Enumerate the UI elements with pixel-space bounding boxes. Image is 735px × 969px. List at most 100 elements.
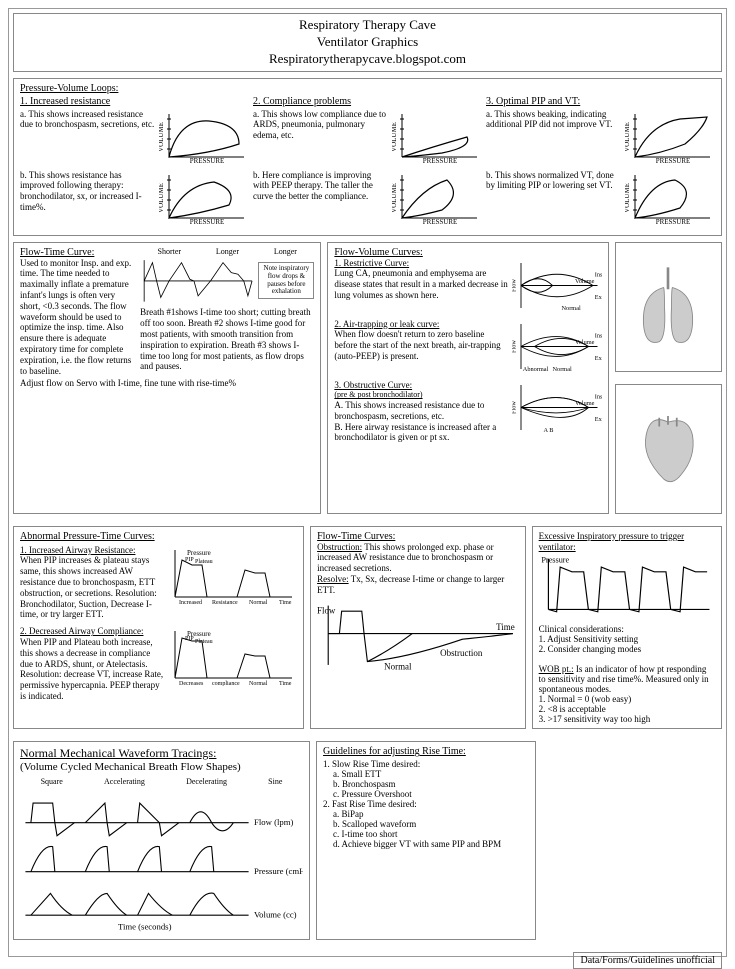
apt-item1-title: 1. Increased Airway Resistance: — [20, 545, 135, 555]
fv-item3-b: B. Here airway resistance is increased a… — [334, 422, 508, 444]
ft-shorter: Shorter — [158, 247, 182, 256]
flowvol-panel: Flow-Volume Curves: 1. Restrictive Curve… — [327, 242, 609, 514]
ex-title: Excessive Inspiratory pressure to trigge… — [539, 531, 684, 552]
svg-text:VOLUME: VOLUME — [159, 122, 165, 152]
pv-loops-panel: Pressure-Volume Loops: 1. Increased resi… — [13, 78, 722, 236]
ex-clinical-title: Clinical considerations: — [539, 624, 715, 634]
ex-chart: Pressure — [539, 553, 715, 618]
svg-text:PRESSURE: PRESSURE — [423, 157, 458, 164]
apt-item1-body: When PIP increases & plateau stays same,… — [20, 555, 163, 620]
gl-fast-title: 2. Fast Rise Time desired: — [323, 799, 529, 809]
svg-text:Time (seconds): Time (seconds) — [118, 922, 172, 932]
svg-text:VOLUME: VOLUME — [625, 122, 631, 152]
gl-slow-title: 1. Slow Rise Time desired: — [323, 759, 529, 769]
fto-obstr-title: Obstruction: — [317, 542, 362, 552]
svg-text:PRESSURE: PRESSURE — [190, 218, 225, 225]
pv-loop-1a: VOLUME PRESSURE — [159, 109, 249, 164]
svg-text:Flow: Flow — [317, 605, 336, 615]
pv-col-1: 1. Increased resistance a. This shows in… — [20, 96, 249, 231]
svg-text:PRESSURE: PRESSURE — [190, 157, 225, 164]
ft-longer2: Longer — [274, 247, 297, 256]
lungs-icon — [633, 263, 703, 351]
flowtime-body-right: Breath #1shows I-time too short; cutting… — [140, 307, 314, 372]
fv-item1-title: 1. Restrictive Curve: — [334, 258, 409, 268]
fto-title: Flow-Time Curves: — [317, 531, 395, 542]
svg-text:Flow (lpm): Flow (lpm) — [254, 817, 293, 827]
nw-col-2: Decelerating — [186, 777, 227, 786]
svg-text:Pressure: Pressure — [541, 555, 569, 564]
svg-text:Volume: Volume — [575, 338, 595, 345]
pv-col2-heading: 2. Compliance problems — [253, 96, 482, 107]
fv-item3-sub: (pre & post bronchodilator) — [334, 390, 508, 400]
heart-panel — [615, 384, 722, 514]
apt-title: Abnormal Pressure-Time Curves: — [20, 531, 155, 542]
svg-text:Flow: Flow — [512, 400, 518, 413]
pv-col-3: 3. Optimal PIP and VT: a. This shows bea… — [486, 96, 715, 231]
svg-text:PIP: PIP — [185, 636, 194, 642]
svg-text:PIP: PIP — [185, 557, 194, 563]
fv-item3-title: 3. Obstructive Curve: — [334, 380, 412, 390]
svg-text:Exp: Exp — [595, 355, 602, 362]
fv-chart-3: Flow Volume Insp Exp A B — [512, 380, 602, 435]
pv-loop-3b: VOLUME PRESSURE — [625, 170, 715, 225]
svg-text:Flow: Flow — [512, 339, 518, 352]
ft-longer1: Longer — [216, 247, 239, 256]
pv-loop-3a: VOLUME PRESSURE — [625, 109, 715, 164]
pv-loop-2a: VOLUME PRESSURE — [392, 109, 482, 164]
gl-fast-3: d. Achieve bigger VT with same PIP and B… — [333, 839, 529, 849]
pv-col3-a: a. This shows beaking, indicating additi… — [486, 109, 621, 131]
flowtime-body-left: Used to monitor Insp. and exp. time. The… — [20, 258, 136, 377]
heart-icon — [633, 409, 703, 488]
gl-slow-2: c. Pressure Overshoot — [333, 789, 529, 799]
pv-loop-1b: VOLUME PRESSURE — [159, 170, 249, 225]
fv-item2-body: When flow doesn't return to zero baselin… — [334, 329, 508, 361]
svg-text:VOLUME: VOLUME — [392, 183, 398, 213]
svg-text:PRESSURE: PRESSURE — [656, 218, 691, 225]
header: Respiratory Therapy Cave Ventilator Grap… — [13, 13, 722, 72]
svg-text:Time: Time — [279, 600, 292, 605]
svg-text:Normal: Normal — [552, 365, 571, 372]
fv-item3-a: A. This shows increased resistance due t… — [334, 400, 508, 422]
fv-title: Flow-Volume Curves: — [334, 247, 422, 258]
flowtime-bottom: Adjust flow on Servo with I-time, fine t… — [20, 378, 314, 388]
gl-slow-0: a. Small ETT — [333, 769, 529, 779]
apt-item2-title: 2. Decreased Airway Compliance: — [20, 626, 143, 636]
svg-text:Abnormal: Abnormal — [523, 365, 549, 372]
header-line2: Ventilator Graphics — [17, 34, 718, 51]
excessive-panel: Excessive Inspiratory pressure to trigge… — [532, 526, 722, 730]
svg-text:Normal: Normal — [384, 661, 412, 671]
gl-fast-0: a. BiPap — [333, 809, 529, 819]
pv-col3-heading: 3. Optimal PIP and VT: — [486, 96, 715, 107]
pv-col1-a: a. This shows increased resistance due t… — [20, 109, 155, 131]
lungs-panel — [615, 242, 722, 372]
nw-col-3: Sine — [268, 777, 282, 786]
ex-wob-1: 1. Normal = 0 (wob easy) — [539, 694, 715, 704]
svg-text:VOLUME: VOLUME — [625, 183, 631, 213]
svg-text:Insp: Insp — [595, 393, 602, 400]
guidelines-panel: Guidelines for adjusting Rise Time: 1. S… — [316, 741, 536, 940]
svg-text:Time: Time — [496, 622, 515, 632]
gl-slow-1: b. Bronchospasm — [333, 779, 529, 789]
gl-fast-2: c. I-time too short — [333, 829, 529, 839]
ex-wob-3: 3. >17 sensitivity way too high — [539, 714, 715, 724]
fv-chart-2: Flow Volume Insp Exp Normal Abnormal — [512, 319, 602, 374]
gl-fast-1: b. Scalloped waveform — [333, 819, 529, 829]
svg-text:Exp: Exp — [595, 294, 602, 301]
nw-chart: Flow (lpm) Pressure (cmH₂O) Volume (cc) … — [20, 790, 303, 932]
svg-text:Flow: Flow — [512, 278, 518, 291]
footer: Data/Forms/Guidelines unofficial — [573, 952, 722, 969]
pv-col-2: 2. Compliance problems a. This shows low… — [253, 96, 482, 231]
pv-loop-2b: VOLUME PRESSURE — [392, 170, 482, 225]
svg-text:Volume: Volume — [575, 277, 595, 284]
svg-text:Plateau: Plateau — [195, 639, 213, 645]
svg-text:Insp: Insp — [595, 271, 602, 278]
svg-text:Exp: Exp — [595, 416, 602, 423]
fv-chart-1: Flow Volume Insp Exp Normal — [512, 258, 602, 313]
pv-col1-b: b. This shows resistance has improved fo… — [20, 170, 155, 213]
fto-chart: Flow Time Obstruction Normal — [317, 600, 519, 673]
apt-chart-2: Pressure PIP Plateau Decreases complianc… — [167, 626, 297, 686]
svg-text:Normal: Normal — [249, 600, 268, 605]
svg-text:Plateau: Plateau — [195, 559, 213, 565]
flowtime-panel: Flow-Time Curve: Used to monitor Insp. a… — [13, 242, 321, 514]
pv-col2-a: a. This shows low compliance due to ARDS… — [253, 109, 388, 141]
